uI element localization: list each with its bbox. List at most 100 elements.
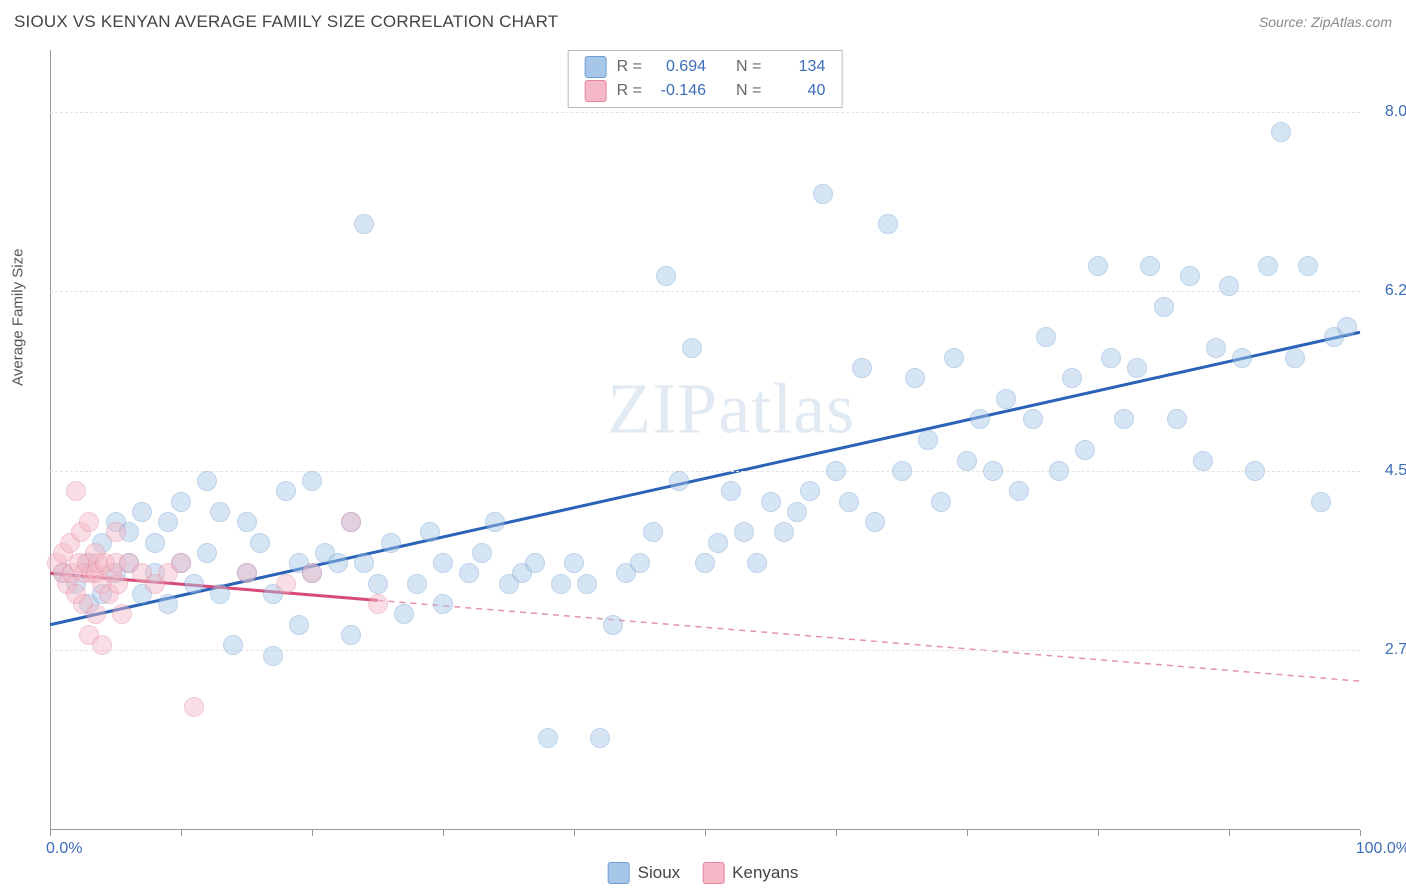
data-point <box>1036 327 1056 347</box>
data-point <box>1101 348 1121 368</box>
data-point <box>590 728 610 748</box>
data-point <box>734 522 754 542</box>
y-tick-label: 4.50 <box>1385 462 1406 480</box>
legend-swatch <box>608 862 630 884</box>
legend-r-value: 0.694 <box>652 58 706 76</box>
data-point <box>708 533 728 553</box>
data-point <box>839 492 859 512</box>
data-point <box>1140 256 1160 276</box>
y-tick-label: 8.00 <box>1385 103 1406 121</box>
data-point <box>433 594 453 614</box>
data-point <box>577 574 597 594</box>
data-point <box>92 635 112 655</box>
data-point <box>341 625 361 645</box>
data-point <box>132 502 152 522</box>
data-point <box>1271 122 1291 142</box>
scatter-chart: ZIPatlas R = 0.694 N = 134 R = -0.146 N … <box>50 50 1360 830</box>
data-point <box>1206 338 1226 358</box>
data-point <box>158 594 178 614</box>
data-point <box>774 522 794 542</box>
data-point <box>341 512 361 532</box>
legend-label: Kenyans <box>732 863 798 883</box>
data-point <box>184 697 204 717</box>
legend-r-value: -0.146 <box>652 82 706 100</box>
data-point <box>381 533 401 553</box>
data-point <box>1337 317 1357 337</box>
series-legend: Sioux Kenyans <box>608 862 799 884</box>
x-tick <box>1360 830 1361 836</box>
data-point <box>1114 409 1134 429</box>
gridline <box>50 471 1360 472</box>
data-point <box>407 574 427 594</box>
data-point <box>957 451 977 471</box>
data-point <box>66 481 86 501</box>
data-point <box>656 266 676 286</box>
legend-r-label: R = <box>617 58 642 76</box>
data-point <box>158 512 178 532</box>
data-point <box>79 512 99 532</box>
data-point <box>112 604 132 624</box>
data-point <box>171 553 191 573</box>
data-point <box>197 543 217 563</box>
data-point <box>368 594 388 614</box>
data-point <box>682 338 702 358</box>
data-point <box>761 492 781 512</box>
regression-lines <box>50 50 1360 830</box>
chart-title: SIOUX VS KENYAN AVERAGE FAMILY SIZE CORR… <box>14 12 558 32</box>
data-point <box>1245 461 1265 481</box>
data-point <box>892 461 912 481</box>
legend-r-label: R = <box>617 82 642 100</box>
data-point <box>1062 368 1082 388</box>
data-point <box>263 646 283 666</box>
trend-line-extrapolated <box>378 600 1361 681</box>
data-point <box>1088 256 1108 276</box>
data-point <box>302 471 322 491</box>
x-tick <box>705 830 706 836</box>
data-point <box>970 409 990 429</box>
data-point <box>86 604 106 624</box>
data-point <box>944 348 964 368</box>
gridline <box>50 112 1360 113</box>
y-axis <box>50 50 51 830</box>
data-point <box>983 461 1003 481</box>
x-tick-label-max: 100.0% <box>1356 840 1406 858</box>
data-point <box>1193 451 1213 471</box>
data-point <box>433 553 453 573</box>
data-point <box>747 553 767 573</box>
data-point <box>237 512 257 532</box>
data-point <box>276 481 296 501</box>
data-point <box>551 574 571 594</box>
data-point <box>171 492 191 512</box>
data-point <box>931 492 951 512</box>
data-point <box>459 563 479 583</box>
data-point <box>878 214 898 234</box>
data-point <box>1311 492 1331 512</box>
legend-item: Kenyans <box>702 862 798 884</box>
data-point <box>918 430 938 450</box>
legend-n-value: 40 <box>771 82 825 100</box>
data-point <box>420 522 440 542</box>
data-point <box>669 471 689 491</box>
data-point <box>302 563 322 583</box>
data-point <box>485 512 505 532</box>
data-point <box>1232 348 1252 368</box>
watermark: ZIPatlas <box>607 367 855 450</box>
x-tick <box>574 830 575 836</box>
y-tick-label: 6.25 <box>1385 282 1406 300</box>
data-point <box>197 471 217 491</box>
data-point <box>1154 297 1174 317</box>
data-point <box>1180 266 1200 286</box>
legend-n-label: N = <box>736 58 761 76</box>
data-point <box>210 584 230 604</box>
legend-swatch <box>585 56 607 78</box>
legend-n-value: 134 <box>771 58 825 76</box>
data-point <box>996 389 1016 409</box>
legend-n-label: N = <box>736 82 761 100</box>
chart-header: SIOUX VS KENYAN AVERAGE FAMILY SIZE CORR… <box>0 0 1406 44</box>
gridline <box>50 291 1360 292</box>
data-point <box>328 553 348 573</box>
x-tick-label-min: 0.0% <box>46 840 82 858</box>
legend-item: Sioux <box>608 862 681 884</box>
data-point <box>1298 256 1318 276</box>
data-point <box>800 481 820 501</box>
